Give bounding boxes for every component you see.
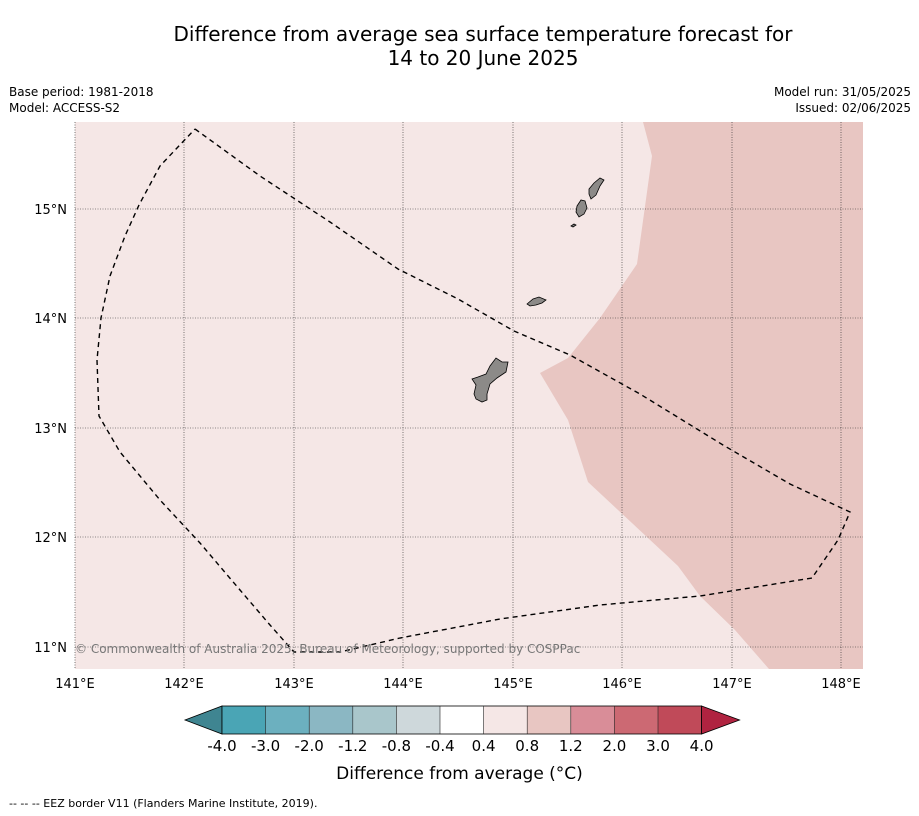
colorbar-bin (222, 706, 266, 734)
model-run: Model run: 31/05/2025 (773, 85, 911, 99)
lon-label-147: 147°E (712, 677, 752, 692)
colorbar-tick-label: -1.2 (338, 737, 367, 755)
title-line-2: 14 to 20 June 2025 (387, 46, 579, 70)
run-info: Model run: 31/05/2025 Issued: 02/06/2025 (774, 84, 911, 116)
lat-label-13: 13°N (34, 422, 67, 437)
colorbar-bin (440, 706, 484, 734)
tinian-island (575, 199, 588, 218)
saipan-island (588, 177, 605, 200)
lat-label-14: 14°N (34, 312, 67, 327)
colorbar-tick-label: -0.8 (382, 737, 411, 755)
copyright-notice: © Commonwealth of Australia 2025, Bureau… (75, 642, 580, 656)
colorbar-bin (309, 706, 353, 734)
eez-legend-note: -- -- -- EEZ border V11 (Flanders Marine… (9, 797, 318, 810)
lon-label-146: 146°E (602, 677, 642, 692)
issued-date: Issued: 02/06/2025 (795, 101, 911, 115)
colorbar-bin (352, 706, 397, 734)
colorbar-tick-label: 3.0 (646, 737, 670, 755)
colorbar-tick-label: 1.2 (559, 737, 583, 755)
colorbar-tick-label: -2.0 (295, 737, 324, 755)
gridlines (74, 122, 863, 669)
colorbar-label: Difference from average (°C) (336, 764, 583, 784)
colorbar-bin (527, 706, 571, 734)
warm-anomaly-region (540, 122, 863, 669)
colorbar-frame (221, 705, 703, 735)
colorbar-bin (265, 706, 310, 734)
colorbar-tick-label: -0.4 (425, 737, 454, 755)
colorbar-tick-label: -3.0 (251, 737, 280, 755)
colorbar-tick-label: 4.0 (690, 737, 714, 755)
lon-label-141: 141°E (55, 677, 95, 692)
base-info: Base period: 1981-2018 Model: ACCESS-S2 (9, 84, 154, 116)
colorbar: -4.0 -3.0 -2.0 -1.2 -0.8 -0.4 0.4 0.8 1.2 2.0 3.0 4… (183, 705, 741, 755)
lat-label-11: 11°N (34, 641, 67, 656)
colorbar-bin (614, 706, 658, 734)
lat-label-12: 12°N (34, 531, 67, 546)
lon-label-148: 148°E (821, 677, 861, 692)
colorbar-bin (396, 706, 440, 734)
title-line-1: Difference from average sea surface temp… (173, 22, 793, 46)
lon-label-144: 144°E (383, 677, 423, 692)
colorbar-extend-low (183, 705, 223, 735)
eez-border (96, 128, 851, 653)
colorbar-extend-high (701, 705, 741, 735)
rota-island (526, 296, 547, 307)
colorbar-bin (658, 706, 702, 734)
lat-labels: 15°N 14°N 13°N 12°N 11°N (34, 203, 67, 656)
colorbar-tick-label: -4.0 (207, 737, 236, 755)
colorbar-tick-label: 0.8 (515, 737, 539, 755)
colorbar-tick-label: 2.0 (602, 737, 626, 755)
lat-label-15: 15°N (34, 203, 67, 218)
colorbar-bin (483, 706, 528, 734)
lon-labels: 141°E 142°E 143°E 144°E 145°E 146°E 147°… (55, 677, 861, 692)
islands (471, 177, 605, 403)
base-period: Base period: 1981-2018 (9, 85, 154, 99)
guam-island (471, 357, 509, 403)
map-title: Difference from average sea surface temp… (0, 22, 919, 70)
model-name: Model: ACCESS-S2 (9, 101, 121, 115)
lon-label-143: 143°E (274, 677, 314, 692)
map-area: © Commonwealth of Australia 2025, Bureau… (74, 122, 863, 669)
aguijan-island (570, 223, 577, 228)
lon-label-145: 145°E (493, 677, 533, 692)
colorbar-tick-label: 0.4 (472, 737, 496, 755)
colorbar-bin (570, 706, 615, 734)
lon-label-142: 142°E (164, 677, 204, 692)
